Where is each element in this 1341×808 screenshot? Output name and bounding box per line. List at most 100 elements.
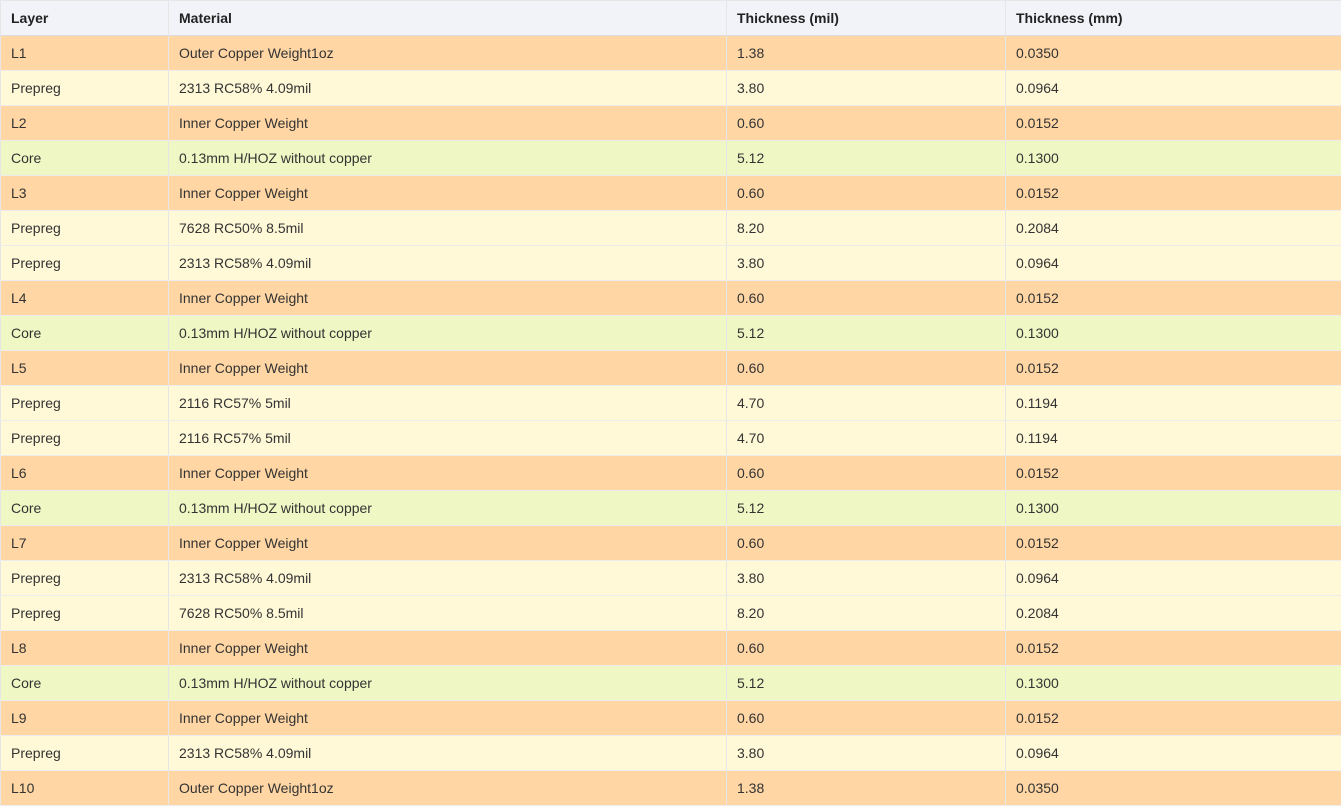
table-header: Layer Material Thickness (mil) Thickness… [0, 0, 1341, 36]
cell-thickness-mil: 8.20 [726, 210, 1006, 246]
cell-thickness-mil: 0.60 [726, 175, 1006, 211]
cell-material: Outer Copper Weight1oz [168, 35, 727, 71]
cell-material: 7628 RC50% 8.5mil [168, 210, 727, 246]
cell-thickness-mil: 4.70 [726, 385, 1006, 421]
cell-thickness-mm: 0.2084 [1005, 595, 1341, 631]
cell-layer: Core [0, 665, 169, 701]
cell-thickness-mil: 1.38 [726, 770, 1006, 806]
cell-thickness-mil: 4.70 [726, 420, 1006, 456]
cell-layer: L10 [0, 770, 169, 806]
cell-thickness-mil: 5.12 [726, 315, 1006, 351]
table-row: Core 0.13mm H/HOZ without copper 5.12 0.130… [0, 140, 1341, 176]
cell-layer: L1 [0, 35, 169, 71]
cell-material: Inner Copper Weight [168, 175, 727, 211]
cell-thickness-mm: 0.0152 [1005, 105, 1341, 141]
cell-layer: Prepreg [0, 245, 169, 281]
cell-material: 0.13mm H/HOZ without copper [168, 315, 727, 351]
cell-layer: Prepreg [0, 595, 169, 631]
cell-material: Inner Copper Weight [168, 525, 727, 561]
cell-thickness-mm: 0.0152 [1005, 280, 1341, 316]
cell-thickness-mil: 5.12 [726, 665, 1006, 701]
cell-material: 2313 RC58% 4.09mil [168, 70, 727, 106]
table-row: Prepreg 2313 RC58% 4.09mil 3.80 0.0964 [0, 245, 1341, 281]
cell-thickness-mm: 0.0152 [1005, 700, 1341, 736]
cell-material: Inner Copper Weight [168, 700, 727, 736]
cell-material: 2116 RC57% 5mil [168, 385, 727, 421]
cell-material: 2313 RC58% 4.09mil [168, 560, 727, 596]
cell-thickness-mm: 0.1194 [1005, 420, 1341, 456]
cell-thickness-mil: 3.80 [726, 70, 1006, 106]
cell-material: 2313 RC58% 4.09mil [168, 735, 727, 771]
cell-material: Inner Copper Weight [168, 630, 727, 666]
cell-thickness-mm: 0.0152 [1005, 350, 1341, 386]
table-row: Core 0.13mm H/HOZ without copper 5.12 0.130… [0, 490, 1341, 526]
table-row: L3 Inner Copper Weight 0.60 0.0152 [0, 175, 1341, 211]
header-material: Material [168, 0, 727, 36]
cell-thickness-mm: 0.0152 [1005, 175, 1341, 211]
cell-thickness-mil: 0.60 [726, 525, 1006, 561]
cell-thickness-mm: 0.2084 [1005, 210, 1341, 246]
table-row: Prepreg 2313 RC58% 4.09mil 3.80 0.0964 [0, 735, 1341, 771]
table-row: L9 Inner Copper Weight 0.60 0.0152 [0, 700, 1341, 736]
cell-thickness-mm: 0.0152 [1005, 525, 1341, 561]
cell-thickness-mm: 0.1300 [1005, 315, 1341, 351]
cell-thickness-mm: 0.1300 [1005, 490, 1341, 526]
cell-thickness-mil: 0.60 [726, 280, 1006, 316]
cell-thickness-mil: 0.60 [726, 630, 1006, 666]
cell-thickness-mil: 3.80 [726, 735, 1006, 771]
cell-thickness-mm: 0.0152 [1005, 630, 1341, 666]
cell-thickness-mil: 0.60 [726, 455, 1006, 491]
cell-thickness-mm: 0.0964 [1005, 70, 1341, 106]
cell-thickness-mil: 5.12 [726, 140, 1006, 176]
table-row: Prepreg 2116 RC57% 5mil 4.70 0.1194 [0, 420, 1341, 456]
cell-layer: Prepreg [0, 420, 169, 456]
table-row: L7 Inner Copper Weight 0.60 0.0152 [0, 525, 1341, 561]
table-row: L8 Inner Copper Weight 0.60 0.0152 [0, 630, 1341, 666]
cell-layer: L8 [0, 630, 169, 666]
cell-material: Outer Copper Weight1oz [168, 770, 727, 806]
cell-layer: L4 [0, 280, 169, 316]
cell-thickness-mil: 1.38 [726, 35, 1006, 71]
table-row: L2 Inner Copper Weight 0.60 0.0152 [0, 105, 1341, 141]
cell-thickness-mil: 0.60 [726, 700, 1006, 736]
table-row: Core 0.13mm H/HOZ without copper 5.12 0.130… [0, 665, 1341, 701]
cell-layer: L7 [0, 525, 169, 561]
cell-thickness-mil: 5.12 [726, 490, 1006, 526]
cell-material: Inner Copper Weight [168, 105, 727, 141]
cell-thickness-mm: 0.0152 [1005, 455, 1341, 491]
table-row: L1 Outer Copper Weight1oz 1.38 0.0350 [0, 35, 1341, 71]
cell-material: 0.13mm H/HOZ without copper [168, 140, 727, 176]
header-thickness-mm: Thickness (mm) [1005, 0, 1341, 36]
cell-layer: L6 [0, 455, 169, 491]
table-row: Prepreg 7628 RC50% 8.5mil 8.20 0.2084 [0, 210, 1341, 246]
cell-material: 7628 RC50% 8.5mil [168, 595, 727, 631]
cell-layer: L9 [0, 700, 169, 736]
cell-layer: L3 [0, 175, 169, 211]
table-row: Prepreg 2116 RC57% 5mil 4.70 0.1194 [0, 385, 1341, 421]
cell-layer: L2 [0, 105, 169, 141]
cell-thickness-mil: 8.20 [726, 595, 1006, 631]
cell-thickness-mm: 0.0350 [1005, 35, 1341, 71]
table-row: L5 Inner Copper Weight 0.60 0.0152 [0, 350, 1341, 386]
cell-thickness-mm: 0.0964 [1005, 245, 1341, 281]
cell-material: 2313 RC58% 4.09mil [168, 245, 727, 281]
cell-material: 0.13mm H/HOZ without copper [168, 490, 727, 526]
table-row: Core 0.13mm H/HOZ without copper 5.12 0.130… [0, 315, 1341, 351]
cell-thickness-mm: 0.0964 [1005, 560, 1341, 596]
cell-thickness-mil: 3.80 [726, 245, 1006, 281]
cell-material: 2116 RC57% 5mil [168, 420, 727, 456]
table-row: L6 Inner Copper Weight 0.60 0.0152 [0, 455, 1341, 491]
cell-thickness-mil: 3.80 [726, 560, 1006, 596]
cell-layer: Prepreg [0, 560, 169, 596]
cell-thickness-mm: 0.0350 [1005, 770, 1341, 806]
cell-thickness-mm: 0.0964 [1005, 735, 1341, 771]
header-thickness-mil: Thickness (mil) [726, 0, 1006, 36]
cell-thickness-mil: 0.60 [726, 105, 1006, 141]
cell-material: Inner Copper Weight [168, 280, 727, 316]
cell-thickness-mm: 0.1300 [1005, 665, 1341, 701]
table-row: Prepreg 2313 RC58% 4.09mil 3.80 0.0964 [0, 70, 1341, 106]
cell-layer: Prepreg [0, 735, 169, 771]
cell-material: Inner Copper Weight [168, 455, 727, 491]
cell-layer: Core [0, 490, 169, 526]
